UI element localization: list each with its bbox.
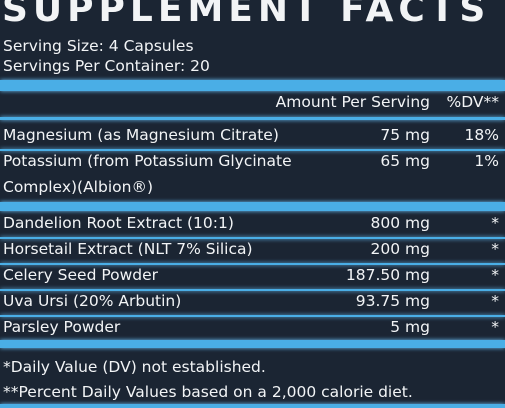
servings-per-container: Servings Per Container: 20 — [3, 57, 210, 75]
daily-value: 1% — [474, 152, 499, 170]
amount: 200 mg — [370, 240, 430, 258]
ingredient-name: Dandelion Root Extract (10:1) — [3, 214, 234, 232]
ingredient-name: Potassium (from Potassium Glycinate — [3, 152, 292, 170]
thick-divider — [0, 340, 505, 348]
daily-value: * — [491, 292, 499, 310]
ingredient-name: Celery Seed Powder — [3, 266, 159, 284]
thin-divider — [0, 117, 505, 120]
footnote: *Daily Value (DV) not established. — [3, 358, 266, 376]
amount: 5 mg — [390, 318, 430, 336]
thick-divider — [0, 80, 505, 91]
thin-divider — [0, 237, 505, 239]
daily-value: * — [491, 318, 499, 336]
serving-size: Serving Size: 4 Capsules — [3, 37, 194, 55]
amount: 65 mg — [380, 152, 430, 170]
ingredient-name: Parsley Powder — [3, 318, 121, 336]
thin-divider — [0, 149, 505, 151]
daily-value: * — [491, 266, 499, 284]
daily-value: 18% — [464, 126, 499, 144]
daily-value: * — [491, 214, 499, 232]
thin-divider — [0, 289, 505, 291]
thick-divider — [0, 202, 505, 211]
ingredient-name: Complex)(Albion®) — [3, 178, 153, 196]
column-header: Amount Per Serving — [275, 93, 430, 111]
ingredient-name: Uva Ursi (20% Arbutin) — [3, 292, 182, 310]
amount: 800 mg — [370, 214, 430, 232]
ingredient-name: Magnesium (as Magnesium Citrate) — [3, 126, 279, 144]
bottom-border — [0, 404, 505, 408]
column-header: %DV** — [446, 93, 500, 111]
amount: 93.75 mg — [355, 292, 430, 310]
thin-divider — [0, 315, 505, 317]
footnote: **Percent Daily Values based on a 2,000 … — [3, 383, 413, 401]
amount: 187.50 mg — [345, 266, 430, 284]
title: SUPPLEMENT FACTS — [2, 0, 491, 30]
amount: 75 mg — [380, 126, 430, 144]
daily-value: * — [491, 240, 499, 258]
ingredient-name: Horsetail Extract (NLT 7% Silica) — [3, 240, 253, 258]
thin-divider — [0, 263, 505, 265]
